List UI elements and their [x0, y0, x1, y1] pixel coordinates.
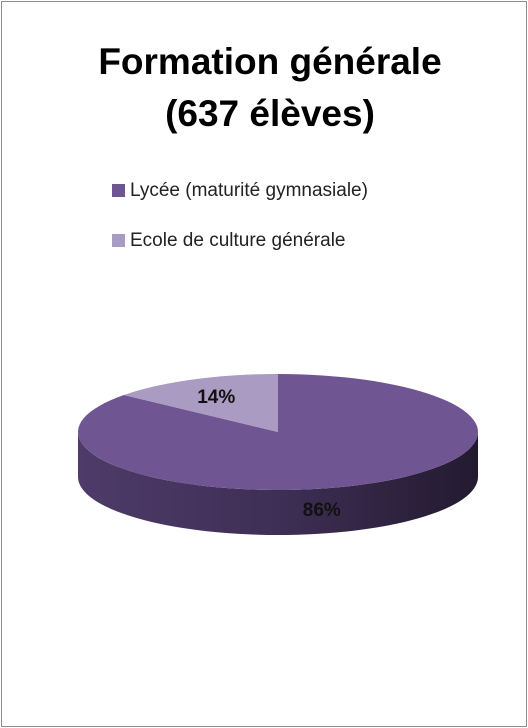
data-label: 86%: [303, 500, 341, 521]
pie-slice: [77, 374, 478, 491]
data-label: 14%: [197, 387, 235, 408]
legend-label: Lycée (maturité gymnasiale): [130, 180, 368, 201]
pie-side: [78, 432, 478, 535]
pie-slice: [123, 374, 278, 432]
legend-label: Ecole de culture générale: [130, 230, 345, 251]
chart-title: Formation générale (637 élèves): [98, 41, 442, 134]
legend-swatch: [112, 234, 125, 247]
legend-swatch: [112, 184, 125, 197]
